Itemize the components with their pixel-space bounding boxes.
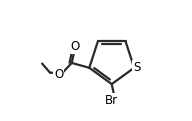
Text: O: O [54,68,63,81]
Text: Br: Br [105,94,118,107]
Text: O: O [70,40,80,53]
Text: S: S [133,61,141,74]
